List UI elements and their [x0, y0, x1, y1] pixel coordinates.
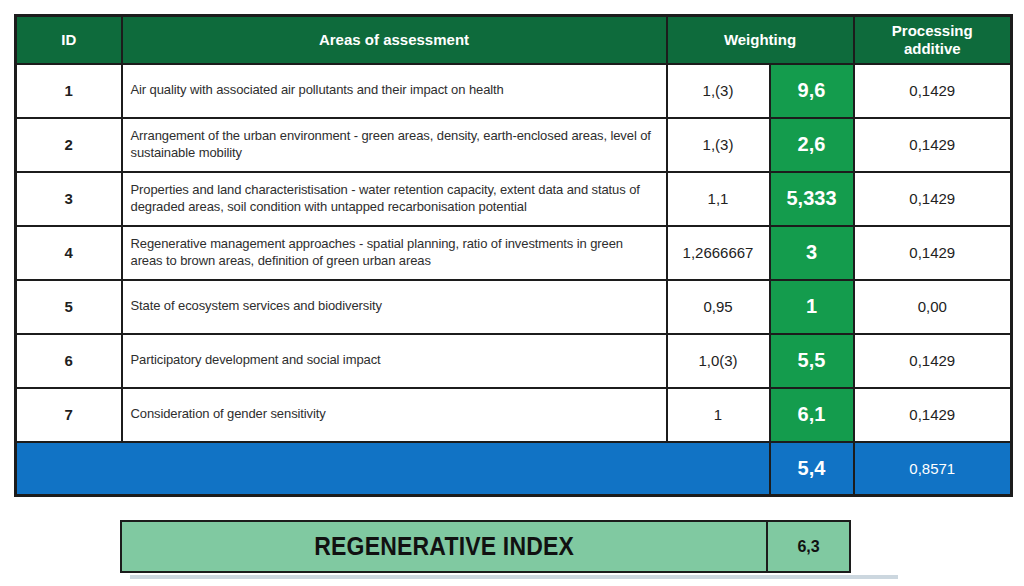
- regenerative-index-value: 6,3: [766, 520, 851, 573]
- row-area: Arrangement of the urban environment - g…: [122, 118, 667, 172]
- row-area: Consideration of gender sensitivity: [122, 388, 667, 442]
- header-weighting: Weighting: [667, 16, 854, 64]
- row-score: 6,1: [770, 388, 854, 442]
- summary-additive: 0,8571: [854, 442, 1012, 496]
- row-additive: 0,1429: [854, 118, 1012, 172]
- row-additive: 0,00: [854, 280, 1012, 334]
- row-weight: 0,95: [667, 280, 770, 334]
- regenerative-index-bar: REGENERATIVE INDEX 6,3: [120, 520, 853, 573]
- table-row: 6 Participatory development and social i…: [16, 334, 1012, 388]
- regenerative-index-label: REGENERATIVE INDEX: [120, 520, 768, 573]
- table-row: 7 Consideration of gender sensitivity 1 …: [16, 388, 1012, 442]
- table-row: 1 Air quality with associated air pollut…: [16, 64, 1012, 118]
- row-weight: 1,(3): [667, 118, 770, 172]
- row-weight: 1,(3): [667, 64, 770, 118]
- row-score: 5,333: [770, 172, 854, 226]
- row-id: 7: [16, 388, 122, 442]
- row-additive: 0,1429: [854, 172, 1012, 226]
- row-id: 1: [16, 64, 122, 118]
- summary-spacer: [16, 442, 770, 496]
- header-areas: Areas of assessment: [122, 16, 667, 64]
- row-id: 4: [16, 226, 122, 280]
- row-id: 3: [16, 172, 122, 226]
- table-row: 2 Arrangement of the urban environment -…: [16, 118, 1012, 172]
- table-row: 5 State of ecosystem services and biodiv…: [16, 280, 1012, 334]
- row-weight: 1,2666667: [667, 226, 770, 280]
- row-additive: 0,1429: [854, 334, 1012, 388]
- page: ID Areas of assessment Weighting Process…: [0, 0, 1024, 586]
- row-id: 6: [16, 334, 122, 388]
- row-additive: 0,1429: [854, 388, 1012, 442]
- header-id: ID: [16, 16, 122, 64]
- row-weight: 1: [667, 388, 770, 442]
- row-additive: 0,1429: [854, 226, 1012, 280]
- regenerative-index-label-text: REGENERATIVE INDEX: [314, 532, 574, 561]
- row-weight: 1,1: [667, 172, 770, 226]
- row-score: 3: [770, 226, 854, 280]
- row-score: 9,6: [770, 64, 854, 118]
- row-score: 1: [770, 280, 854, 334]
- row-area: Regenerative management approaches - spa…: [122, 226, 667, 280]
- index-bar-shadow: [130, 575, 898, 579]
- row-id: 2: [16, 118, 122, 172]
- row-area: State of ecosystem services and biodiver…: [122, 280, 667, 334]
- row-score: 5,5: [770, 334, 854, 388]
- row-area: Properties and land characteristisation …: [122, 172, 667, 226]
- summary-row: 5,4 0,8571: [16, 442, 1012, 496]
- table-row: 3 Properties and land characteristisatio…: [16, 172, 1012, 226]
- summary-score: 5,4: [770, 442, 854, 496]
- header-processing-additive: Processing additive: [854, 16, 1012, 64]
- header-row: ID Areas of assessment Weighting Process…: [16, 16, 1012, 64]
- row-additive: 0,1429: [854, 64, 1012, 118]
- row-area: Air quality with associated air pollutan…: [122, 64, 667, 118]
- row-weight: 1,0(3): [667, 334, 770, 388]
- row-score: 2,6: [770, 118, 854, 172]
- row-id: 5: [16, 280, 122, 334]
- table-row: 4 Regenerative management approaches - s…: [16, 226, 1012, 280]
- assessment-table: ID Areas of assessment Weighting Process…: [14, 14, 1013, 497]
- row-area: Participatory development and social imp…: [122, 334, 667, 388]
